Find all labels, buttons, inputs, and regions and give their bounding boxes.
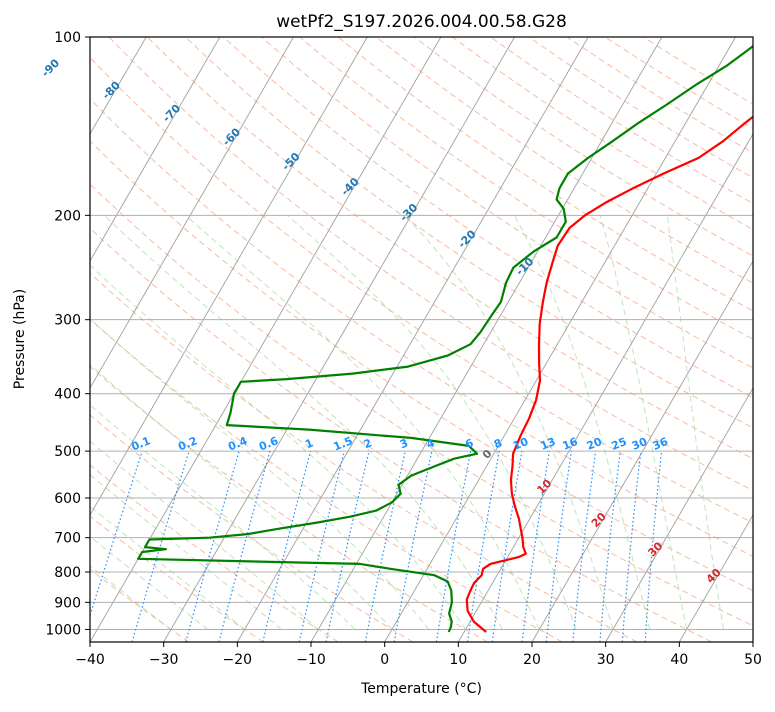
moist-adiabat-label: 40 <box>704 566 724 586</box>
y-tick-label: 200 <box>54 208 81 224</box>
dry-adiabat-line <box>300 37 775 642</box>
chart-title: wetPf2_S197.2026.004.00.58.G28 <box>276 12 567 32</box>
mixing-ratio-line <box>299 451 344 642</box>
mixing-ratio-label: 30 <box>630 435 649 453</box>
dry-adiabat-line <box>109 37 775 642</box>
moist-adiabat-label: 10 <box>534 477 554 497</box>
mixing-ratio-label: 6 <box>463 436 475 451</box>
x-tick-label: 10 <box>449 652 467 668</box>
mixing-ratio-line <box>573 451 596 642</box>
x-tick-label: −40 <box>75 652 105 668</box>
moist-adiabat-label: 30 <box>645 539 665 559</box>
mixing-ratio-line <box>492 451 522 642</box>
y-tick-label: 600 <box>54 491 81 507</box>
y-tick-label: 700 <box>54 531 81 547</box>
mixing-ratio-line <box>600 451 621 642</box>
dry-adiabat-label: -100 <box>0 32 4 61</box>
isotherm-line <box>0 37 73 642</box>
y-tick-label: 500 <box>54 444 81 460</box>
isotherm-line <box>753 37 775 642</box>
mixing-ratio-label: 2 <box>362 436 374 451</box>
mixing-ratio-label: 10 <box>511 435 530 453</box>
isotherm-line <box>311 37 662 642</box>
mixing-ratio-line <box>326 451 369 642</box>
temperature-line <box>467 37 775 632</box>
mixing-ratio-label: 4 <box>425 436 437 451</box>
mixing-ratio-label: 20 <box>585 435 604 453</box>
moist-adiabat-label: 0 <box>480 447 495 462</box>
mixing-ratio-line <box>622 451 641 642</box>
dry-adiabat-line <box>0 37 488 642</box>
moist-adiabat-line <box>0 215 281 629</box>
y-tick-label: 400 <box>54 387 81 403</box>
y-tick-label: 300 <box>54 313 81 329</box>
x-tick-label: 50 <box>744 652 762 668</box>
x-tick-label: 20 <box>523 652 541 668</box>
isotherm-line <box>0 37 220 642</box>
moist-adiabat-line <box>104 215 502 629</box>
y-tick-label: 900 <box>54 595 81 611</box>
x-axis-label: Temperature (°C) <box>360 681 482 697</box>
dry-adiabat-line <box>414 37 775 642</box>
moist-adiabat-line <box>0 215 318 629</box>
y-axis-label: Pressure (hPa) <box>12 289 28 389</box>
dry-adiabat-label: -90 <box>39 56 62 79</box>
dry-adiabat-line <box>452 37 775 642</box>
moist-adiabat-line <box>0 215 208 629</box>
dry-adiabat-line <box>0 37 413 642</box>
mixing-ratio-line <box>394 451 432 642</box>
mixing-ratio-line <box>546 451 571 642</box>
moist-adiabat-line <box>0 215 171 629</box>
x-tick-label: −10 <box>296 652 326 668</box>
dry-adiabat-line <box>71 37 775 642</box>
mixing-ratio-line <box>186 451 239 642</box>
x-tick-label: 40 <box>670 652 688 668</box>
dry-adiabat-line <box>0 37 712 642</box>
moist-adiabat-label: 20 <box>589 510 609 530</box>
y-tick-label: 100 <box>54 30 81 46</box>
isotherm-line <box>458 37 775 642</box>
x-tick-label: −20 <box>223 652 253 668</box>
x-tick-label: 30 <box>597 652 615 668</box>
y-tick-label: 800 <box>54 565 81 581</box>
mixing-ratio-line <box>82 451 143 642</box>
y-tick-label: 1000 <box>45 622 81 638</box>
moist-adiabat-line <box>514 215 650 629</box>
mixing-ratio-label: 1 <box>303 436 315 451</box>
dry-adiabat-line <box>0 37 189 642</box>
isotherm-line <box>164 37 515 642</box>
dry-adiabat-line <box>0 37 264 642</box>
mixing-ratio-label: 13 <box>538 435 557 453</box>
x-tick-label: 0 <box>380 652 389 668</box>
moist-adiabat-line <box>39 215 466 629</box>
isotherm-line <box>16 37 367 642</box>
mixing-ratio-label: 36 <box>651 435 670 453</box>
dry-adiabat-line <box>376 37 775 642</box>
mixing-ratio-label: 25 <box>610 435 629 453</box>
mixing-ratio-line <box>436 451 470 642</box>
moist-adiabat-line <box>0 215 245 629</box>
dry-adiabat-line <box>185 37 775 642</box>
isotherm-line <box>679 37 775 642</box>
x-tick-label: −30 <box>149 652 179 668</box>
mixing-ratio-line <box>263 451 311 642</box>
isotherm-line <box>237 37 588 642</box>
dry-adiabat-line <box>0 37 562 642</box>
